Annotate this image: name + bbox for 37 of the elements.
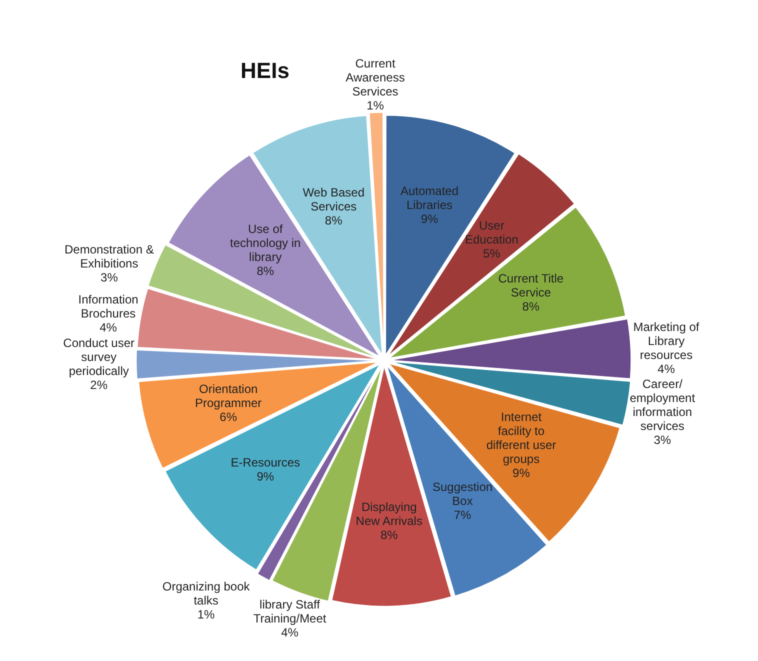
data-label: 6% bbox=[220, 410, 238, 424]
slice-label: Marketing of Library resources bbox=[633, 320, 700, 362]
data-label: 7% bbox=[454, 508, 472, 522]
slice-label: Demonstration & Exhibitions bbox=[64, 242, 154, 270]
data-label: 2% bbox=[90, 378, 108, 392]
data-label: 5% bbox=[483, 246, 501, 260]
slice-label: E-Resources bbox=[230, 455, 300, 470]
data-label: 8% bbox=[324, 213, 343, 228]
data-label: 3% bbox=[654, 433, 672, 448]
slice-label: Orientation Programmer bbox=[194, 382, 262, 410]
slice-label: Web Based Services bbox=[302, 185, 365, 214]
data-label: 3% bbox=[100, 270, 118, 284]
data-label: 9% bbox=[256, 469, 274, 484]
slice-label: Automated Libraries bbox=[400, 184, 459, 212]
data-label: 8% bbox=[380, 528, 398, 542]
data-label: 9% bbox=[512, 466, 530, 480]
slice-label: Internet facility to different user groups bbox=[486, 410, 556, 466]
data-label: 9% bbox=[420, 212, 438, 226]
slice-label: Information Brochures bbox=[78, 292, 138, 320]
data-label: 1% bbox=[366, 98, 384, 112]
slice-label: User Education bbox=[464, 218, 518, 246]
slice-label: Current Title Service bbox=[498, 272, 564, 300]
data-label: 4% bbox=[100, 320, 118, 334]
data-label: 4% bbox=[281, 626, 299, 640]
chart-title: HEIs bbox=[240, 58, 290, 84]
data-label: 1% bbox=[197, 608, 216, 622]
data-label: 8% bbox=[522, 300, 540, 314]
slice-label: Suggestion Box bbox=[432, 480, 493, 508]
data-label: 4% bbox=[658, 362, 676, 376]
slice-label: Displaying New Arrivals bbox=[356, 500, 422, 528]
data-label: 8% bbox=[256, 264, 274, 278]
slice-label: library Staff Training/Meet bbox=[253, 598, 327, 626]
slice-label: Use of technology in library bbox=[230, 222, 301, 264]
slice-label: Organizing book talks bbox=[162, 580, 251, 608]
slice-label: Conduct user survey periodically bbox=[63, 336, 135, 378]
slice-label: Career/ employment information services bbox=[630, 377, 696, 434]
slice-label: Current Awareness Services bbox=[346, 56, 405, 98]
